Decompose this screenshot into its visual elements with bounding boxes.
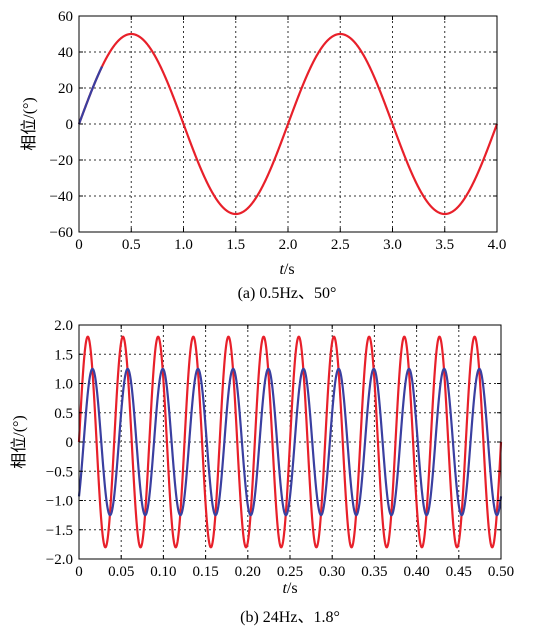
y-tick-label: −20	[50, 153, 73, 169]
y-tick-label: 0	[66, 435, 74, 451]
x-tick-label: 0.25	[277, 564, 303, 580]
x-tick-label: 0	[75, 237, 83, 253]
chart-b-y-ticks: 2.0 1.5 1.0 0.5 0 −0.5 −1.0 −1.5 −2.0	[46, 318, 501, 568]
y-tick-label: 40	[58, 45, 73, 61]
chart-b-grid	[79, 325, 501, 559]
y-tick-label: 1.0	[54, 377, 73, 393]
x-tick-label: 0.40	[403, 564, 429, 580]
chart-b-caption: (b) 24Hz、1.8°	[240, 609, 340, 626]
chart-b-series	[77, 335, 503, 549]
x-tick-label: 3.0	[383, 237, 402, 253]
y-tick-label: 0.5	[54, 406, 73, 422]
y-tick-label: 20	[58, 81, 73, 97]
chart-a-y-label: 相位/(°)	[20, 97, 38, 151]
chart-a-caption: (a) 0.5Hz、50°	[238, 285, 337, 302]
x-tick-label: 0.20	[235, 564, 261, 580]
x-tick-label: 0.50	[488, 564, 514, 580]
x-tick-label: 0.5	[122, 237, 141, 253]
y-tick-label: −60	[50, 225, 73, 241]
y-tick-label: 0	[66, 117, 74, 133]
y-tick-label: −0.5	[46, 464, 73, 480]
series-line-0	[77, 32, 499, 216]
chart-b-x-ticks: 0 0.05 0.10 0.15 0.20 0.25 0.30 0.35 0.40 0.45 0.5…	[75, 325, 514, 580]
chart-a-x-label: t/s	[279, 261, 294, 278]
y-tick-label: −1.5	[46, 523, 73, 539]
chart-a-y-ticks: 60 40 20 0 −20 −40 −60	[50, 9, 497, 241]
y-tick-label: −40	[50, 189, 73, 205]
x-tick-label: 1.5	[226, 237, 245, 253]
x-tick-label: 0.15	[192, 564, 218, 580]
x-tick-label: 0	[75, 564, 83, 580]
y-tick-label: −2.0	[46, 552, 73, 568]
chart-b-y-label: 相位/(°)	[10, 415, 28, 469]
y-tick-label: −1.0	[46, 494, 73, 510]
x-tick-label: 0.10	[150, 564, 176, 580]
x-tick-label: 0.45	[446, 564, 472, 580]
x-tick-label: 0.05	[108, 564, 134, 580]
x-tick-label: 1.0	[174, 237, 193, 253]
x-tick-label: 0.35	[361, 564, 387, 580]
series-line-1	[77, 367, 503, 517]
x-tick-label: 2.5	[331, 237, 350, 253]
series-line-1	[77, 65, 104, 126]
series-line-0	[77, 335, 503, 549]
chart-b: 0 0.05 0.10 0.15 0.20 0.25 0.30 0.35 0.40 0.45 0.5…	[10, 318, 514, 626]
x-tick-label: 4.0	[488, 237, 507, 253]
chart-a-x-ticks: 0 0.5 1.0 1.5 2.0 2.5 3.0 3.5 4.0	[75, 16, 506, 253]
y-tick-label: 2.0	[54, 318, 73, 334]
y-tick-label: 1.5	[54, 347, 73, 363]
chart-b-x-label: t/s	[282, 580, 297, 597]
x-tick-label: 3.5	[435, 237, 454, 253]
chart-a-grid	[79, 16, 497, 232]
x-tick-label: 0.30	[319, 564, 345, 580]
chart-a-series	[77, 32, 499, 216]
chart-a: 0 0.5 1.0 1.5 2.0 2.5 3.0 3.5 4.0 60 40 20 0 −20 −40 −…	[20, 9, 506, 302]
y-tick-label: 60	[58, 9, 73, 25]
x-tick-label: 2.0	[279, 237, 298, 253]
